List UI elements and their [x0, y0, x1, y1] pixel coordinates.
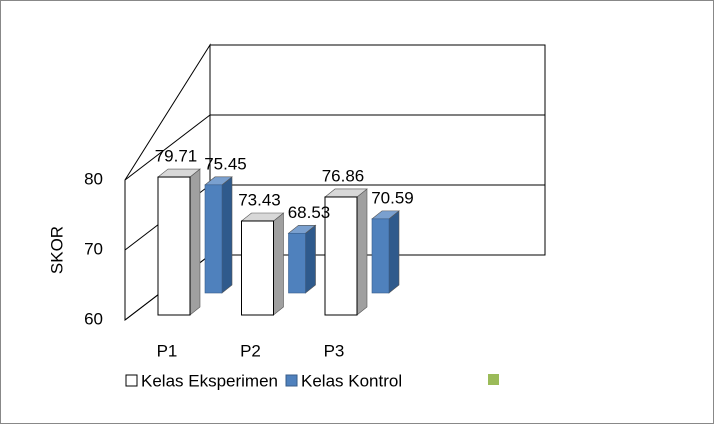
legend-swatch: [125, 374, 138, 387]
value-label: 79.71: [155, 147, 198, 166]
y-axis-title: SKOR: [47, 226, 66, 274]
legend-swatch: [285, 374, 298, 387]
grid-line: [124, 114, 211, 181]
bar-side: [189, 168, 201, 316]
value-label: 70.59: [371, 188, 414, 207]
value-label: 73.43: [238, 190, 281, 209]
bar-side: [388, 210, 400, 294]
legend-label: Kelas Kontrol: [301, 371, 402, 390]
y-tick-label: 80: [84, 169, 103, 188]
legend-label: Kelas Eksperimen: [141, 371, 278, 390]
bar: [371, 218, 390, 294]
value-label: 75.45: [204, 154, 247, 173]
y-tick-label: 60: [84, 309, 103, 328]
bar: [324, 196, 358, 316]
y-tick-label: 70: [84, 239, 103, 258]
value-label: 68.53: [288, 203, 331, 222]
bar-side: [273, 212, 284, 316]
bar-side: [221, 176, 233, 294]
x-tick-label: P1: [157, 341, 178, 360]
value-label: 76.86: [322, 166, 365, 185]
x-tick-label: P3: [324, 341, 345, 360]
bar: [288, 232, 306, 294]
bar: [204, 184, 223, 294]
bar: [241, 220, 274, 316]
legend-swatch: [488, 374, 499, 385]
bar-side: [305, 224, 316, 294]
bar: [157, 176, 191, 316]
x-tick-label: P2: [240, 341, 261, 360]
bar-side: [356, 188, 368, 316]
